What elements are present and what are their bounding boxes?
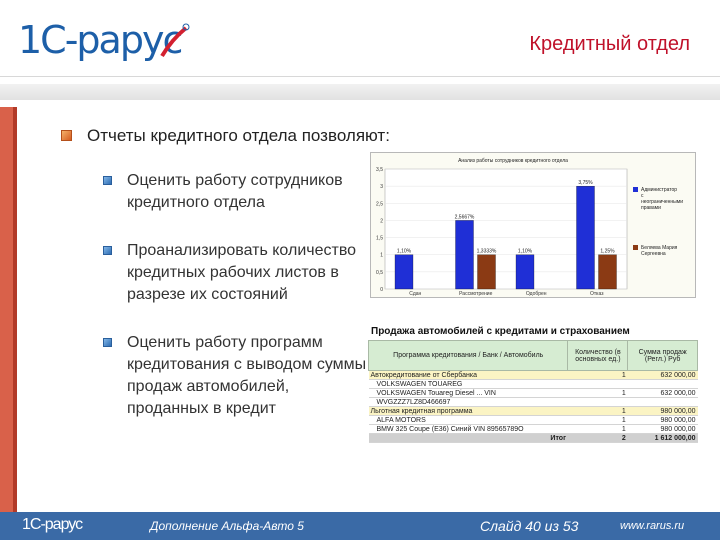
report-cell-name: Льготная кредитная программа bbox=[368, 406, 568, 416]
legend-label: Беляева Мария Сергеевна bbox=[641, 245, 678, 257]
report-cell-qty: 1 bbox=[567, 388, 628, 398]
report-row: BMW 325 Coupe (E36) Синий VIN 89565789O 1… bbox=[368, 424, 698, 434]
employee-chart-panel: Анализ работы сотрудников кредитного отд… bbox=[370, 152, 696, 298]
report-row: ALFA MOTORS 1 980 000,00 bbox=[368, 415, 698, 425]
report-group-row: Автокредитование от Сбербанка 1 632 000,00 bbox=[368, 370, 698, 380]
report-cell-name: Автокредитование от Сбербанка bbox=[368, 370, 568, 380]
data-label: 1,25% bbox=[600, 249, 615, 255]
sub-bullet-1: Оценить работу сотрудников кредитного от… bbox=[103, 170, 367, 214]
x-tick-label: Одобрен bbox=[526, 291, 547, 297]
report-total-sum: 1 612 000,00 bbox=[627, 433, 698, 443]
blue-bullet-icon bbox=[103, 246, 112, 255]
report-cell-qty: 1 bbox=[567, 370, 628, 380]
report-row: WVGZZZ7LZ8D466697 bbox=[368, 397, 698, 407]
y-tick-label: 3,5 bbox=[376, 167, 383, 173]
main-heading: Отчеты кредитного отдела позволяют: bbox=[87, 126, 390, 145]
sub-bullet-3: Оценить работу программ кредитования с в… bbox=[103, 332, 367, 420]
report-group-row: Льготная кредитная программа 1 980 000,00 bbox=[368, 406, 698, 416]
data-label: 1,10% bbox=[518, 249, 533, 255]
y-tick-label: 0,5 bbox=[376, 270, 383, 276]
report-cell-name: BMW 325 Coupe (E36) Синий VIN 89565789O bbox=[368, 424, 568, 434]
report-row: VOLKSWAGEN TOUAREG bbox=[368, 379, 698, 389]
report-total-row: Итог 2 1 612 000,00 bbox=[368, 433, 698, 443]
y-tick-label: 2 bbox=[380, 218, 383, 224]
footer-bar: 1C-рарус Дополнение Альфа-Авто 5 Слайд 4… bbox=[0, 512, 720, 540]
company-logo: 1C-рарус bbox=[18, 18, 190, 68]
report-cell-sum: 980 000,00 bbox=[627, 415, 698, 425]
chart-title: Анализ работы сотрудников кредитного отд… bbox=[458, 158, 568, 164]
data-label: 2,5667% bbox=[455, 214, 475, 220]
website-link[interactable]: www.rarus.ru bbox=[620, 520, 685, 532]
report-cell-qty bbox=[567, 379, 628, 389]
footer-logo: 1C-рарус bbox=[22, 516, 83, 533]
y-tick-label: 3 bbox=[380, 184, 383, 190]
report-cell-sum: 632 000,00 bbox=[627, 370, 698, 380]
sub-bullet-text: Оценить работу программ кредитования с в… bbox=[127, 334, 367, 417]
legend-swatch bbox=[633, 187, 638, 192]
data-label: 1,3333% bbox=[477, 249, 497, 255]
report-cell-sum bbox=[627, 397, 698, 407]
main-bullet: Отчеты кредитного отдела позволяют: bbox=[61, 126, 390, 146]
legend-label: Администратор с неограниченными правами bbox=[641, 187, 683, 211]
employee-bar-chart: Анализ работы сотрудников кредитного отд… bbox=[376, 158, 683, 297]
report-row: VOLKSWAGEN Touareg Diesel ... VIN 1 632 00… bbox=[368, 388, 698, 398]
bar-1 bbox=[598, 254, 617, 290]
bar-0 bbox=[455, 220, 474, 290]
x-tick-label: Рассмотрение bbox=[459, 291, 492, 297]
bar-1 bbox=[477, 254, 496, 290]
sub-bullet-2: Проанализировать количество кредитных ра… bbox=[103, 240, 367, 306]
header-divider bbox=[0, 76, 720, 77]
header-band bbox=[0, 84, 720, 100]
report-cell-sum: 980 000,00 bbox=[627, 406, 698, 416]
x-tick-label: Сдан bbox=[409, 291, 421, 297]
logo-text: 1C-рарус bbox=[18, 18, 183, 62]
sales-report-panel: Продажа автомобилей с кредитами и страхо… bbox=[367, 325, 698, 453]
y-tick-label: 1 bbox=[380, 253, 383, 259]
y-tick-label: 2,5 bbox=[376, 201, 383, 207]
side-accent-bar bbox=[0, 107, 17, 515]
report-cell-qty: 1 bbox=[567, 406, 628, 416]
blue-bullet-icon bbox=[103, 338, 112, 347]
report-cell-name: ALFA MOTORS bbox=[368, 415, 568, 425]
report-cell-qty: 1 bbox=[567, 415, 628, 425]
report-title: Продажа автомобилей с кредитами и страхо… bbox=[371, 326, 630, 337]
report-cell-name: VOLKSWAGEN Touareg Diesel ... VIN bbox=[368, 388, 568, 398]
report-total-label: Итог bbox=[368, 433, 568, 443]
column-header: Сумма продаж (Регл.) Руб bbox=[627, 340, 698, 371]
orange-bullet-icon bbox=[61, 130, 72, 141]
slide-title: Кредитный отдел bbox=[529, 33, 690, 55]
column-header: Количество (в основных ед.) bbox=[567, 340, 629, 371]
sales-report-table: Программа кредитования / Банк / Автомоби… bbox=[367, 340, 698, 443]
report-cell-sum: 632 000,00 bbox=[627, 388, 698, 398]
report-total-qty: 2 bbox=[567, 433, 628, 443]
blue-bullet-icon bbox=[103, 176, 112, 185]
report-cell-sum bbox=[627, 379, 698, 389]
sub-bullet-text: Оценить работу сотрудников кредитного от… bbox=[127, 172, 343, 211]
data-label: 1,10% bbox=[397, 249, 412, 255]
legend-swatch bbox=[633, 245, 638, 250]
report-cell-sum: 980 000,00 bbox=[627, 424, 698, 434]
slide-counter: Слайд 40 из 53 bbox=[480, 518, 579, 534]
bar-0 bbox=[394, 254, 414, 290]
report-cell-name: VOLKSWAGEN TOUAREG bbox=[368, 379, 568, 389]
y-tick-label: 1,5 bbox=[376, 236, 383, 242]
logo-swoosh-icon bbox=[160, 23, 190, 58]
report-header-row: Программа кредитования / Банк / Автомоби… bbox=[367, 340, 698, 371]
column-header: Программа кредитования / Банк / Автомоби… bbox=[367, 340, 569, 371]
report-cell-qty: 1 bbox=[567, 424, 628, 434]
data-label: 3,75% bbox=[578, 180, 593, 186]
bar-0 bbox=[576, 185, 595, 290]
footer-product-name: Дополнение Альфа-Авто 5 bbox=[150, 519, 304, 533]
sub-bullet-text: Проанализировать количество кредитных ра… bbox=[127, 242, 357, 303]
report-cell-name: WVGZZZ7LZ8D466697 bbox=[368, 397, 568, 407]
x-tick-label: Отказ bbox=[590, 291, 604, 297]
report-cell-qty bbox=[567, 397, 628, 407]
y-tick-label: 0 bbox=[380, 287, 383, 293]
bar-0 bbox=[515, 254, 535, 290]
